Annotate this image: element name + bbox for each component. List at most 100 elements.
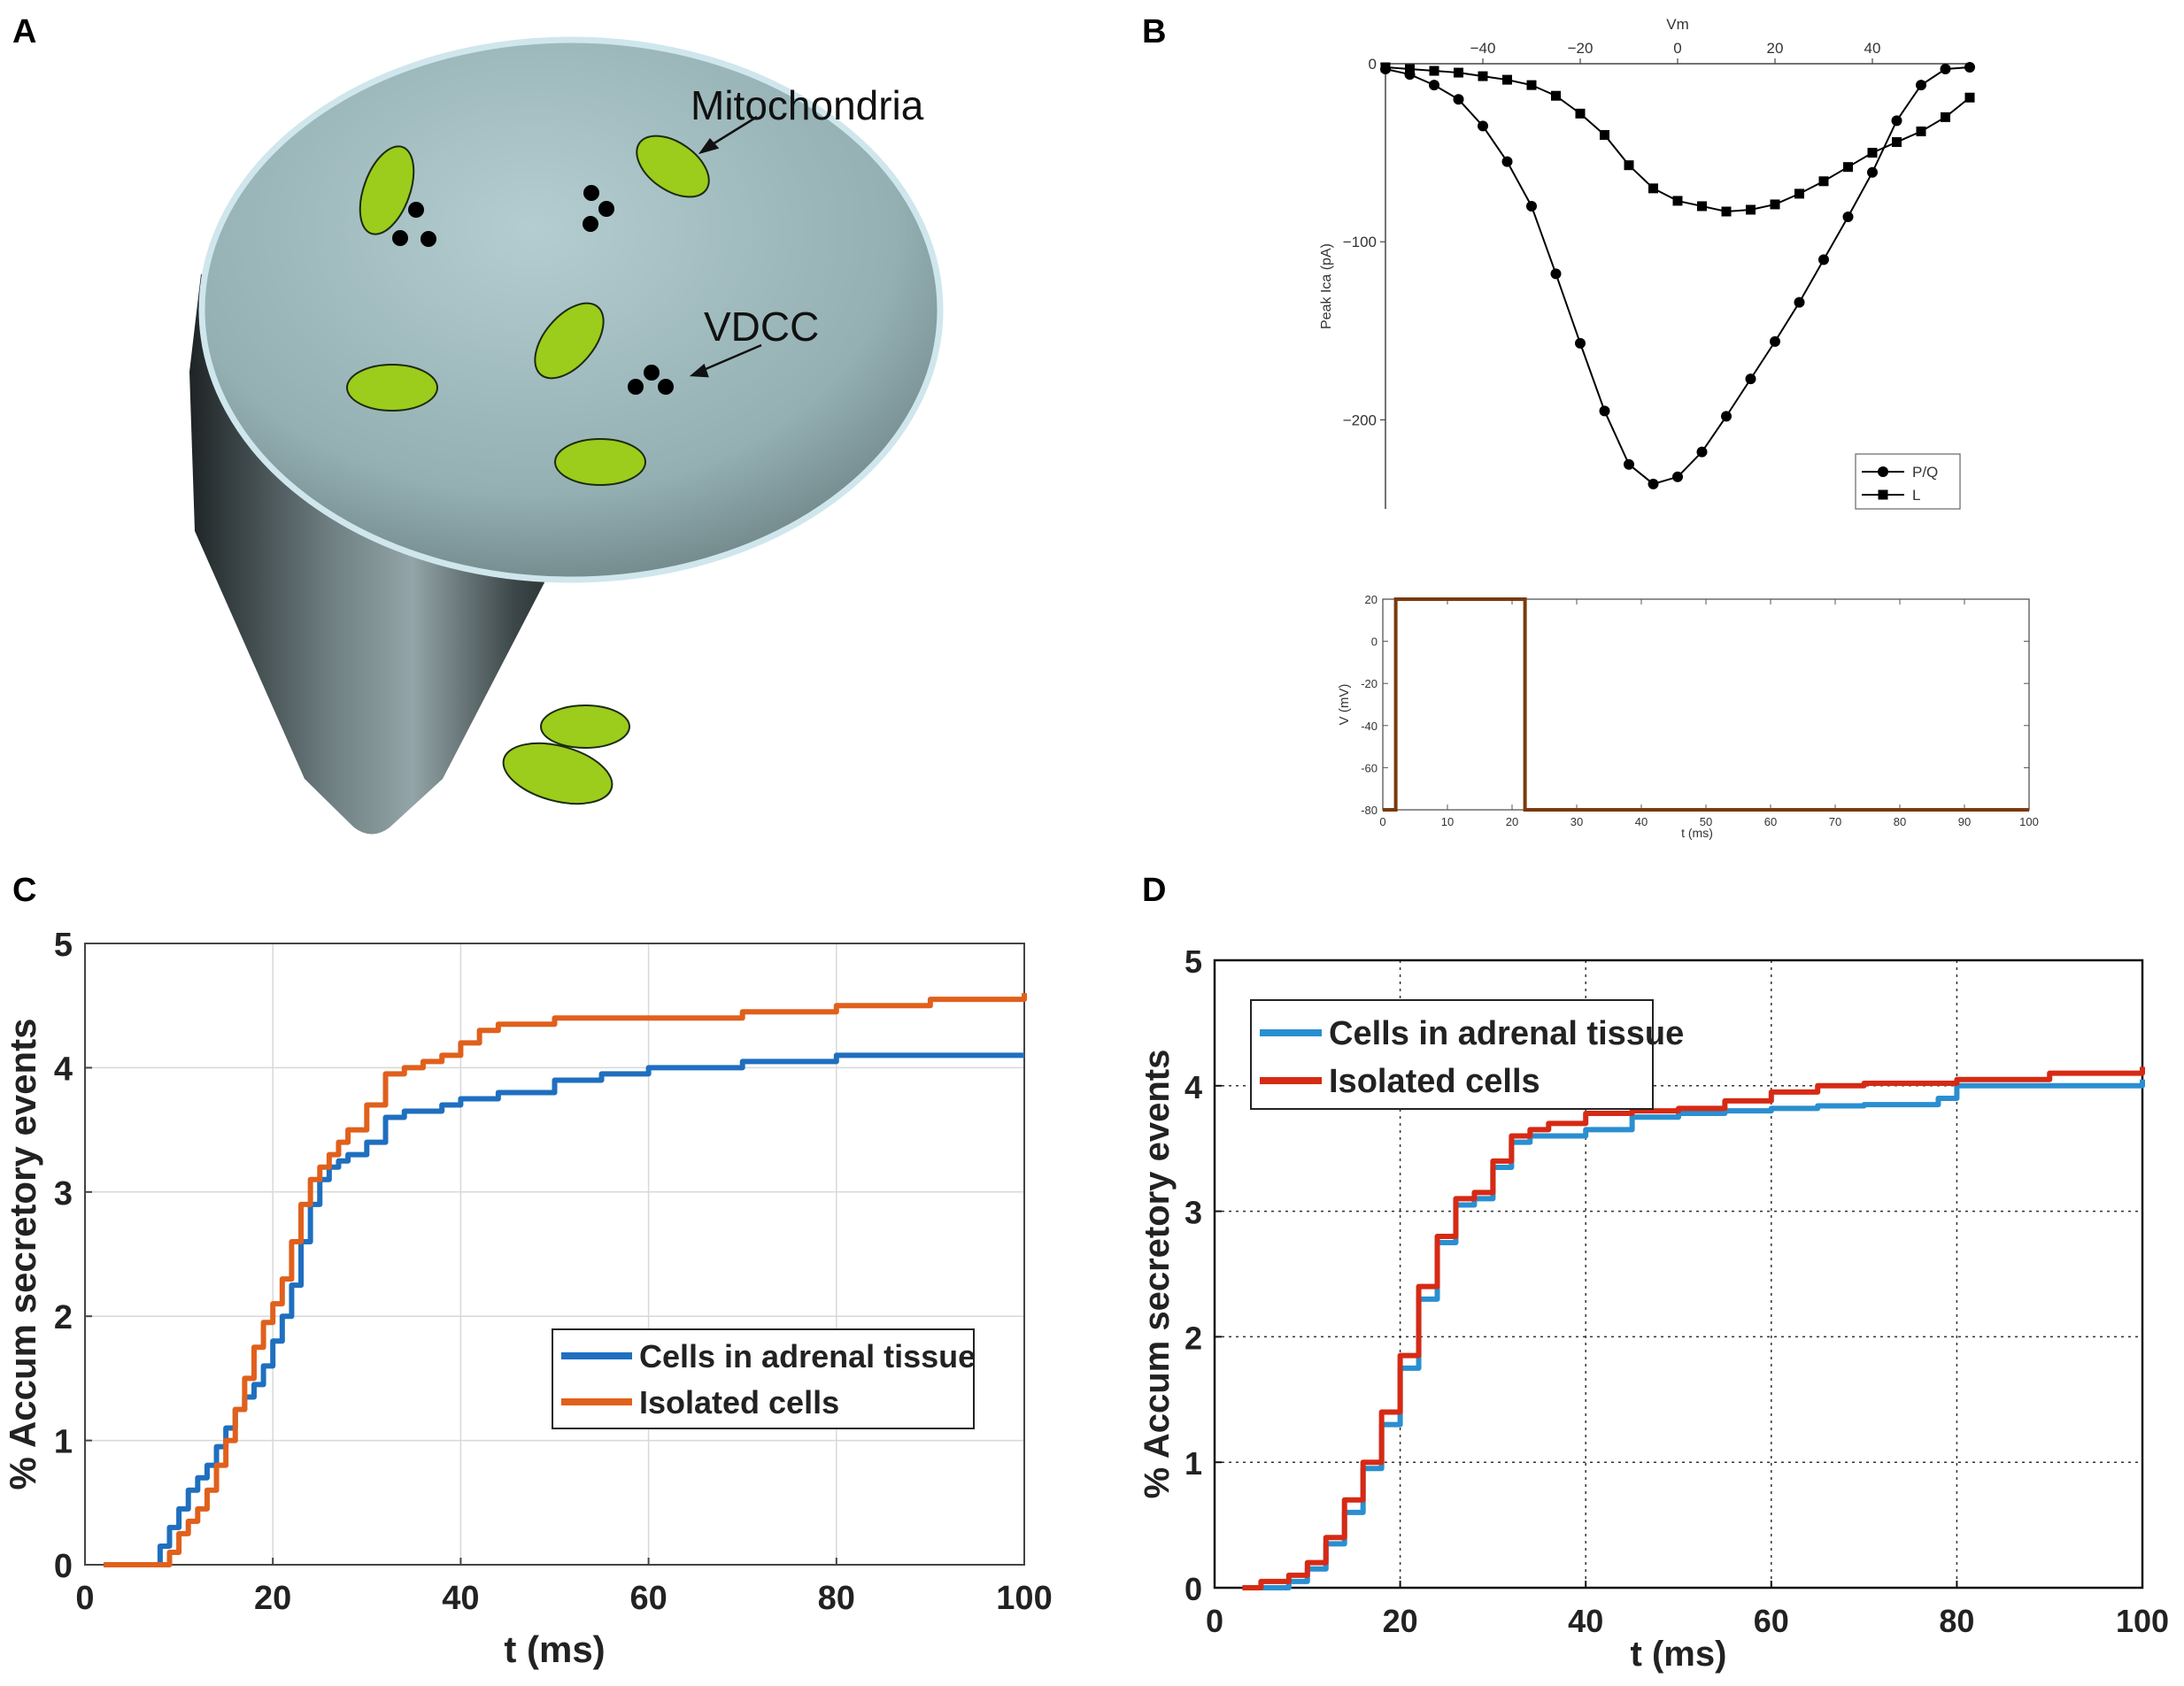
data-point — [1453, 94, 1464, 105]
x-tick-label: 20 — [254, 1580, 291, 1617]
data-point — [1502, 74, 1512, 85]
data-point — [1380, 62, 1391, 73]
x-tick-label: 40 — [442, 1580, 479, 1617]
x-tick-label: 0 — [1673, 40, 1681, 57]
data-point — [1454, 67, 1463, 78]
mitochondrion — [502, 742, 614, 805]
panel-c: C — [12, 872, 36, 909]
plot-frame — [1213, 958, 2144, 1590]
data-point — [1745, 373, 1756, 385]
y-tick-label: -60 — [1361, 761, 1378, 774]
data-point — [1478, 120, 1488, 132]
y-tick-label: 1 — [54, 1424, 73, 1461]
series-line-pq — [1385, 66, 1971, 485]
data-point — [1599, 405, 1610, 417]
y-tick-label: 4 — [1185, 1069, 1202, 1105]
y-tick-label: 1 — [1185, 1445, 1202, 1482]
y-tick-label: 2 — [54, 1299, 73, 1336]
y-tick-label: 0 — [54, 1548, 73, 1585]
vdcc-dot — [598, 201, 614, 217]
data-point — [1478, 71, 1488, 81]
x-tick-label: 20 — [1506, 815, 1518, 828]
data-point — [1843, 162, 1853, 173]
y-tick-label: 0 — [1369, 56, 1377, 73]
data-point — [1648, 478, 1659, 489]
legend-marker — [1878, 489, 1888, 500]
data-point — [1526, 80, 1537, 90]
y-tick-label: -40 — [1361, 720, 1378, 733]
series-line-l — [1385, 66, 1971, 213]
x-tick-label: 0 — [75, 1580, 94, 1617]
y-axis-label: % Accum secretory events — [2, 1018, 43, 1490]
data-point — [1672, 471, 1683, 482]
legend-label: Cells in adrenal tissue — [1329, 1015, 1684, 1052]
y-tick-label: 5 — [54, 927, 73, 964]
data-point — [1770, 335, 1780, 347]
data-point — [1551, 90, 1561, 101]
x-tick-label: −40 — [1470, 40, 1496, 57]
legend-label: Isolated cells — [639, 1384, 839, 1420]
x-tick-label: 80 — [1939, 1603, 1974, 1639]
x-tick-label: 100 — [2019, 815, 2039, 828]
data-point — [1624, 160, 1634, 171]
data-point — [1550, 268, 1562, 280]
data-point — [1964, 92, 1975, 103]
legend: P/Q L — [1855, 453, 1961, 510]
legend-box — [1855, 453, 1961, 510]
chart-c: 0 20 40 60 80 100 0 1 2 3 4 5 t (ms) % Accum secretor… — [2, 927, 1053, 1670]
x-tick-label: 80 — [1894, 815, 1906, 828]
data-point — [1429, 80, 1439, 91]
data-point — [1818, 176, 1829, 187]
data-point — [1941, 112, 1950, 122]
data-point — [1600, 129, 1609, 140]
data-point — [1405, 64, 1415, 74]
x-tick-label: 50 — [1700, 815, 1712, 828]
legend-label: Isolated cells — [1329, 1063, 1540, 1100]
data-point — [1672, 196, 1683, 206]
y-tick-label: −100 — [1343, 234, 1377, 250]
x-tick-label: −20 — [1568, 40, 1594, 57]
data-point — [1867, 148, 1878, 158]
vdcc-dot — [583, 185, 599, 201]
x-axis-label: t (ms) — [504, 1628, 605, 1670]
vdcc-dot — [408, 202, 424, 218]
legend-label: P/Q — [1912, 464, 1938, 481]
data-point — [1575, 108, 1586, 119]
x-tick-label: 0 — [1379, 815, 1385, 828]
annotation-arrows — [689, 115, 762, 378]
data-point — [1697, 201, 1707, 212]
panel-a: A — [12, 13, 944, 835]
panel-letter-a: A — [12, 13, 36, 50]
data-point — [1891, 115, 1902, 127]
mitochondrion — [534, 302, 605, 380]
vdcc-dot — [421, 231, 436, 247]
x-tick-label: 100 — [996, 1580, 1052, 1617]
mitochondrion — [346, 364, 438, 412]
y-tick-label: 3 — [54, 1175, 73, 1213]
data-point — [1526, 200, 1537, 212]
y-tick-label: −200 — [1343, 412, 1377, 428]
x-axis-label: t (ms) — [1631, 1635, 1727, 1674]
legend-label: L — [1912, 487, 1920, 504]
legend-box — [1250, 999, 1654, 1110]
vdcc-dot — [583, 216, 598, 232]
x-tick-label: 60 — [629, 1580, 667, 1617]
legend-label: Cells in adrenal tissue — [639, 1338, 976, 1374]
vdcc-dot — [658, 379, 674, 395]
data-point — [1916, 80, 1926, 91]
x-tick-label: 60 — [1754, 1603, 1789, 1639]
data-point — [1624, 458, 1634, 470]
data-point — [1429, 65, 1439, 76]
data-point — [1721, 206, 1732, 217]
x-tick-label: 10 — [1441, 815, 1454, 828]
panel-d: D — [1142, 872, 1166, 909]
x-tick-label: 20 — [1383, 1603, 1418, 1639]
series-line-isolated-cells — [1242, 1066, 2145, 1590]
data-point — [1746, 204, 1756, 215]
x-tick-label: 40 — [1568, 1603, 1603, 1639]
data-point — [1794, 189, 1804, 199]
voltage-trace — [1383, 597, 2029, 812]
x-tick-label: 30 — [1570, 815, 1583, 828]
data-point — [1696, 446, 1708, 458]
